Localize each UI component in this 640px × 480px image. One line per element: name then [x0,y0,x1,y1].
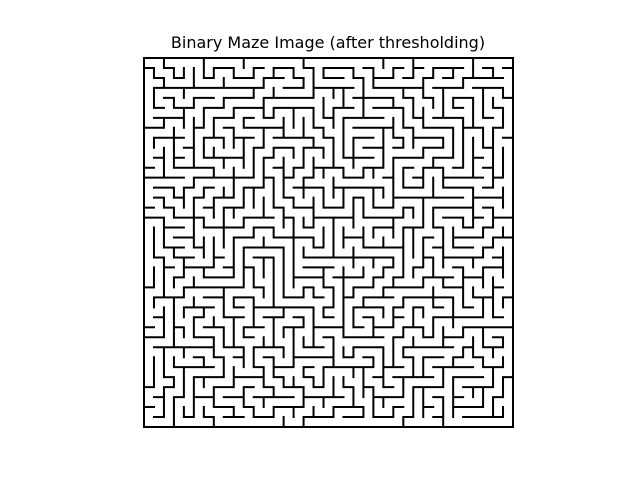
maze-walls [143,57,514,428]
maze-border [143,57,514,428]
maze-wall-segments [143,57,514,428]
figure-title: Binary Maze Image (after thresholding) [170,33,486,52]
